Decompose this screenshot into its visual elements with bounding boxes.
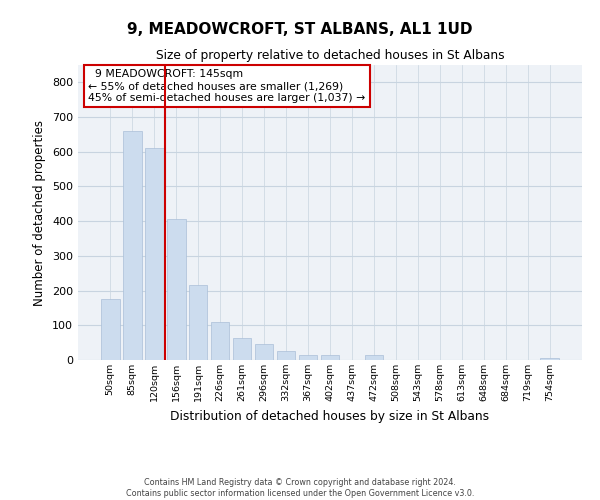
Bar [541,358,559,360]
Bar [299,355,317,360]
Bar [320,355,340,360]
Text: 9, MEADOWCROFT, ST ALBANS, AL1 1UD: 9, MEADOWCROFT, ST ALBANS, AL1 1UD [127,22,473,38]
Bar [123,131,142,360]
Y-axis label: Number of detached properties: Number of detached properties [34,120,46,306]
Bar [189,286,208,360]
Bar [365,355,383,360]
Text: Contains HM Land Registry data © Crown copyright and database right 2024.
Contai: Contains HM Land Registry data © Crown c… [126,478,474,498]
Bar [277,352,295,360]
Bar [233,338,251,360]
Bar [211,322,229,360]
Text: 9 MEADOWCROFT: 145sqm
← 55% of detached houses are smaller (1,269)
45% of semi-d: 9 MEADOWCROFT: 145sqm ← 55% of detached … [88,70,365,102]
Bar [101,300,119,360]
X-axis label: Distribution of detached houses by size in St Albans: Distribution of detached houses by size … [170,410,490,422]
Title: Size of property relative to detached houses in St Albans: Size of property relative to detached ho… [155,50,505,62]
Bar [167,220,185,360]
Bar [255,344,274,360]
Bar [145,148,164,360]
